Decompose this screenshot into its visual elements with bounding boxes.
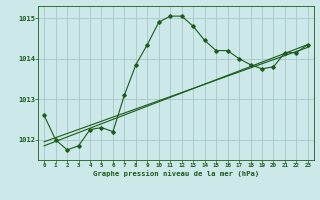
X-axis label: Graphe pression niveau de la mer (hPa): Graphe pression niveau de la mer (hPa) — [93, 170, 259, 177]
